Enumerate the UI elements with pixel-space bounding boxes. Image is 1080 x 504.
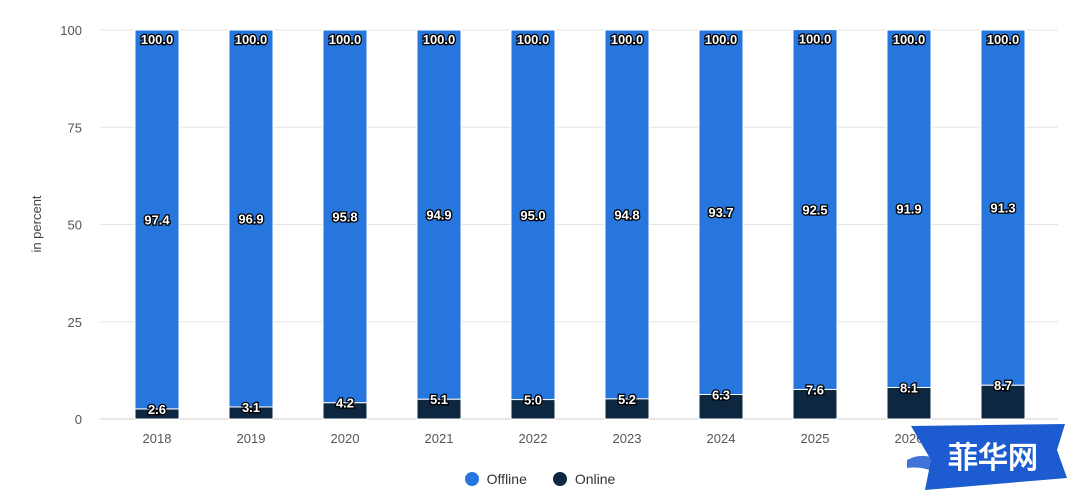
legend-item-offline[interactable]: Offline <box>464 471 527 487</box>
y-tick-label: 50 <box>68 218 82 233</box>
y-tick-label: 25 <box>68 315 82 330</box>
data-label-total: 100.0 <box>517 32 550 47</box>
data-label-online: 6.3 <box>712 387 730 402</box>
x-tick-label: 2023 <box>613 431 642 446</box>
data-label-offline: 96.9 <box>238 211 263 226</box>
data-label-offline: 94.9 <box>426 208 451 223</box>
x-tick-label: 2019 <box>237 431 266 446</box>
legend-marker-offline <box>464 472 479 486</box>
y-axis-title: in percent <box>29 195 44 252</box>
watermark-logo: 菲华网 <box>907 424 1067 490</box>
x-tick-label: 2025 <box>801 431 830 446</box>
data-label-online: 8.7 <box>994 378 1012 393</box>
bar-online[interactable] <box>792 388 838 420</box>
data-label-online: 2.6 <box>148 402 166 417</box>
data-label-offline: 95.8 <box>332 209 357 224</box>
bar-online[interactable] <box>980 384 1026 420</box>
bar-offline[interactable] <box>322 29 368 404</box>
x-tick-label: 2024 <box>707 431 736 446</box>
data-label-online: 3.1 <box>242 400 260 415</box>
data-label-offline: 95.0 <box>520 208 545 223</box>
data-label-offline: 97.4 <box>144 212 170 227</box>
bar-offline[interactable] <box>604 29 650 400</box>
x-tick-label: 2020 <box>331 431 360 446</box>
x-tick-label: 2022 <box>519 431 548 446</box>
data-label-total: 100.0 <box>235 32 268 47</box>
data-label-offline: 93.7 <box>708 205 733 220</box>
legend-item-online[interactable]: Online <box>552 471 616 487</box>
data-label-total: 100.0 <box>987 32 1020 47</box>
data-label-offline: 91.9 <box>896 202 921 217</box>
x-tick-label: 2021 <box>425 431 454 446</box>
legend-marker-online <box>552 472 567 486</box>
bar-offline[interactable] <box>134 29 180 410</box>
y-tick-label: 100 <box>60 23 82 38</box>
data-label-total: 100.0 <box>799 32 832 47</box>
data-labels: 2.6 97.4 100.0 3.1 96.9 100.0 4.2 95.8 100.0 5.1 9… <box>139 30 1020 418</box>
data-label-online: 8.1 <box>900 380 918 395</box>
bar-offline[interactable] <box>228 29 274 408</box>
data-label-total: 100.0 <box>141 32 174 47</box>
y-tick-label: 75 <box>68 120 82 135</box>
data-label-total: 100.0 <box>893 32 926 47</box>
data-label-total: 100.0 <box>329 32 362 47</box>
watermark-banner <box>911 424 1067 490</box>
y-axis-ticks: 0 25 50 75 100 <box>60 23 82 427</box>
bar-offline[interactable] <box>980 29 1026 386</box>
legend-label-online: Online <box>574 471 616 487</box>
watermark-text: 菲华网 <box>948 441 1038 476</box>
bar-offline[interactable] <box>792 29 838 390</box>
y-tick-label: 0 <box>75 412 82 427</box>
legend: Offline Online <box>0 468 1080 490</box>
bar-online[interactable] <box>886 386 932 420</box>
data-label-online: 7.6 <box>806 382 824 397</box>
data-label-online: 5.0 <box>524 393 542 408</box>
data-label-online: 5.1 <box>430 392 448 407</box>
watermark-brush-accent <box>907 455 945 472</box>
bar-offline[interactable] <box>698 29 744 395</box>
data-label-offline: 91.3 <box>990 201 1015 216</box>
data-label-online: 4.2 <box>336 396 354 411</box>
data-label-total: 100.0 <box>705 32 738 47</box>
data-label-total: 100.0 <box>423 32 456 47</box>
data-label-offline: 94.8 <box>614 207 639 222</box>
data-label-total: 100.0 <box>611 32 644 47</box>
bars <box>134 29 1026 420</box>
x-tick-label: 2018 <box>143 431 172 446</box>
legend-label-offline: Offline <box>486 471 527 487</box>
bar-offline[interactable] <box>886 29 932 388</box>
data-label-online: 5.2 <box>618 392 636 407</box>
bar-offline[interactable] <box>416 29 462 400</box>
bar-offline[interactable] <box>510 29 556 401</box>
x-axis-ticks: 2018201920202021202220232024202520262027 <box>143 431 1018 446</box>
data-label-offline: 92.5 <box>802 203 827 218</box>
